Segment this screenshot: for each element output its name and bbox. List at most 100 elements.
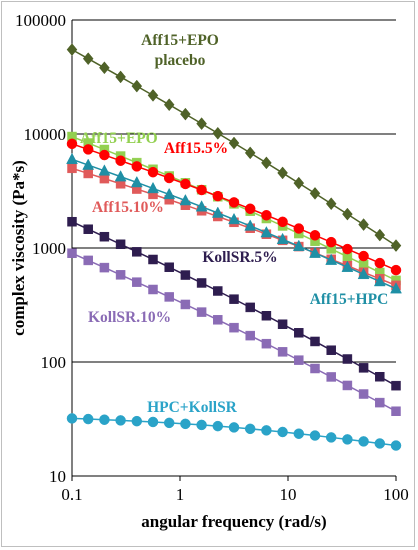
data-point: [342, 434, 353, 445]
data-point: [277, 166, 288, 180]
series-label: Aff15+HPC: [310, 291, 389, 308]
data-point: [229, 294, 239, 304]
data-point: [196, 117, 207, 131]
data-point: [67, 216, 77, 227]
data-point: [66, 413, 78, 424]
data-point: [132, 277, 142, 287]
data-point: [293, 223, 305, 234]
data-point: [390, 440, 402, 451]
data-point: [196, 278, 207, 288]
data-point: [374, 257, 386, 269]
data-point: [374, 228, 386, 242]
data-point: [261, 156, 272, 170]
data-point: [342, 207, 353, 221]
y-tick-label: 100000: [15, 11, 66, 30]
y-tick-label: 10000: [24, 125, 67, 144]
data-point: [115, 415, 126, 426]
data-point: [114, 170, 127, 182]
data-point: [373, 274, 386, 287]
data-point: [358, 363, 369, 373]
x-tick-label: 10: [280, 485, 297, 504]
series-5: [67, 216, 401, 391]
data-point: [261, 425, 272, 436]
data-point: [228, 197, 240, 208]
data-point: [99, 61, 110, 75]
series-label: HPC+KollSR: [147, 399, 238, 416]
data-point: [163, 172, 175, 184]
data-point: [66, 43, 78, 56]
data-point: [83, 168, 93, 179]
x-tick-label: 1: [176, 485, 185, 504]
data-point: [212, 190, 224, 202]
data-point: [99, 231, 110, 242]
x-tick-label: 100: [383, 485, 409, 504]
data-point: [277, 319, 288, 329]
y-axis-label: complex viscosity (Pa*s): [9, 160, 28, 336]
data-point: [115, 239, 126, 249]
series-label: KollSR.10%: [88, 309, 171, 326]
data-point: [163, 187, 176, 200]
data-point: [342, 380, 353, 391]
data-point: [357, 267, 370, 280]
data-point: [82, 52, 94, 66]
data-point: [261, 338, 272, 349]
data-point: [341, 260, 354, 272]
data-point: [163, 417, 175, 429]
series-0: [66, 43, 402, 252]
data-point: [115, 155, 126, 166]
data-point: [292, 239, 305, 251]
data-point: [83, 255, 93, 266]
data-point: [309, 246, 321, 258]
data-point: [391, 380, 401, 391]
data-point: [66, 152, 78, 165]
data-point: [180, 107, 191, 121]
y-tick-label: 1000: [32, 239, 66, 258]
data-point: [147, 181, 159, 194]
data-point: [358, 389, 369, 399]
data-point: [213, 286, 223, 296]
data-point: [391, 406, 401, 416]
data-point: [374, 438, 386, 449]
data-point: [310, 336, 320, 347]
series-7: [66, 413, 402, 451]
data-point: [326, 345, 336, 355]
data-point: [245, 302, 255, 313]
data-point: [131, 79, 143, 93]
series-label: Aff15+EPO: [141, 32, 219, 49]
data-point: [309, 186, 321, 200]
data-point: [179, 193, 192, 206]
data-point: [82, 158, 95, 170]
data-point: [390, 264, 402, 276]
data-point: [147, 166, 159, 178]
data-point: [245, 330, 255, 341]
data-point: [277, 426, 288, 438]
data-point: [276, 232, 289, 245]
data-point: [390, 282, 402, 294]
data-point: [309, 230, 321, 241]
data-point: [164, 262, 174, 272]
data-point: [294, 355, 304, 365]
data-point: [342, 354, 353, 364]
data-point: [180, 418, 191, 430]
data-point: [213, 315, 223, 325]
data-point: [325, 253, 338, 265]
data-point: [67, 248, 77, 258]
data-point: [67, 163, 77, 174]
data-point: [131, 161, 143, 172]
series-label: placebo: [155, 52, 206, 69]
series-label: KollSR.5%: [202, 249, 277, 266]
data-point: [196, 184, 207, 196]
data-point: [83, 224, 93, 234]
series-4: [66, 152, 402, 294]
data-point: [244, 203, 256, 215]
data-point: [277, 216, 288, 228]
data-point: [244, 219, 257, 231]
x-axis-label: angular frequency (rad/s): [141, 512, 326, 531]
data-point: [211, 206, 224, 218]
axes: 10 100 1000 10000 100000 0.1 1 10 100: [15, 11, 409, 504]
data-point: [196, 419, 207, 431]
series-2: [66, 138, 402, 276]
data-point: [195, 200, 208, 212]
data-point: [99, 149, 110, 161]
data-point: [212, 420, 224, 432]
